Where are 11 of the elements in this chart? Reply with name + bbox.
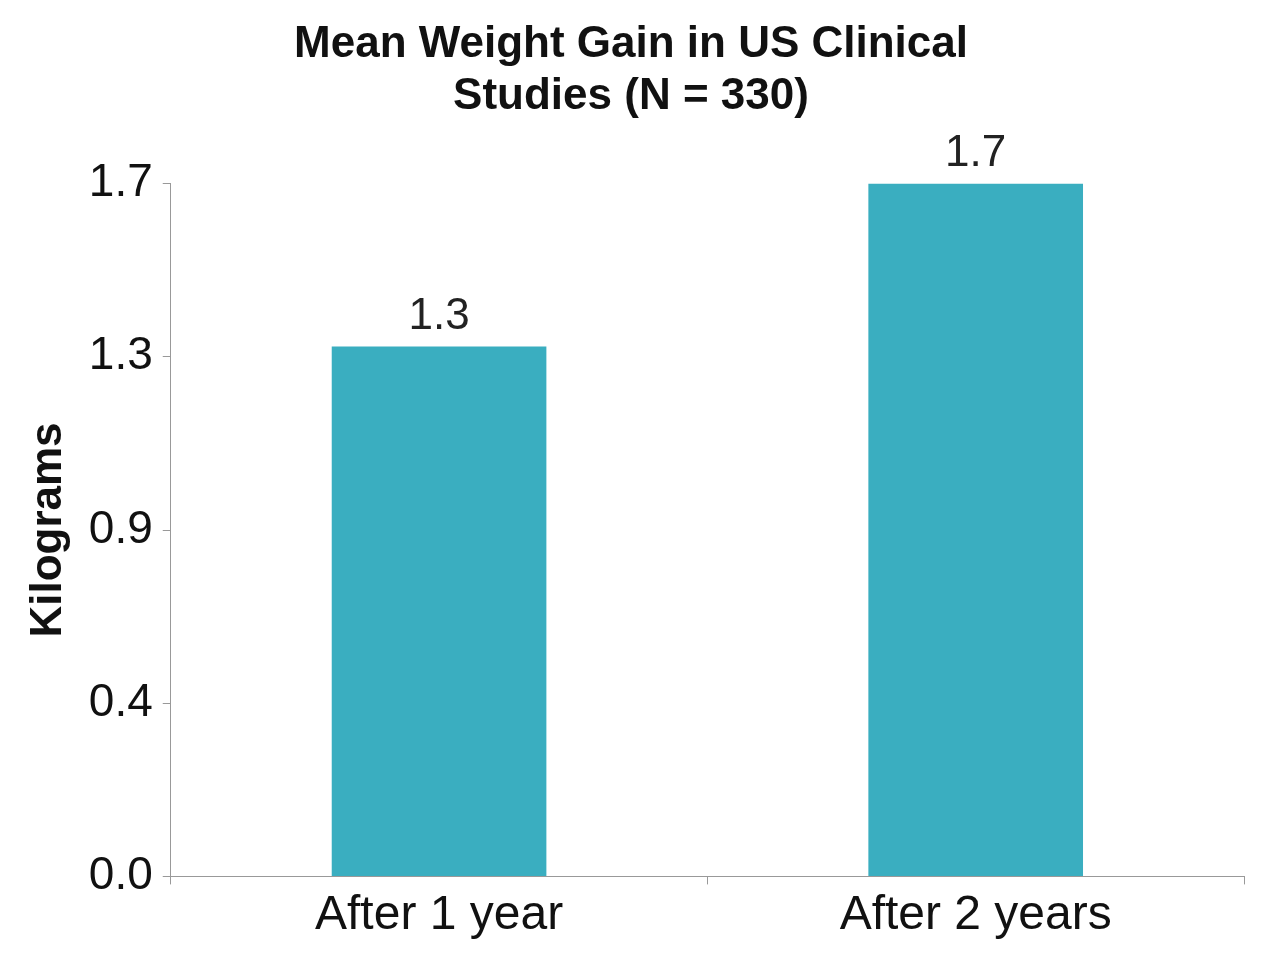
y-tick-label: 1.3: [88, 327, 153, 380]
y-tick-label: 0.4: [88, 673, 153, 726]
y-axis-title: Kilograms: [20, 422, 70, 638]
x-tick-label: After 2 years: [839, 886, 1112, 940]
chart-title: Mean Weight Gain in US Clinical Studies (N = 330): [294, 16, 968, 119]
y-tick-label: 1.7: [88, 154, 153, 207]
data-label: 1.3: [408, 288, 470, 338]
data-label: 1.7: [945, 125, 1007, 175]
y-tick-label: 0.0: [88, 847, 153, 900]
x-tick-label: After 1 year: [315, 886, 564, 940]
y-tick-label: 0.9: [88, 500, 153, 553]
